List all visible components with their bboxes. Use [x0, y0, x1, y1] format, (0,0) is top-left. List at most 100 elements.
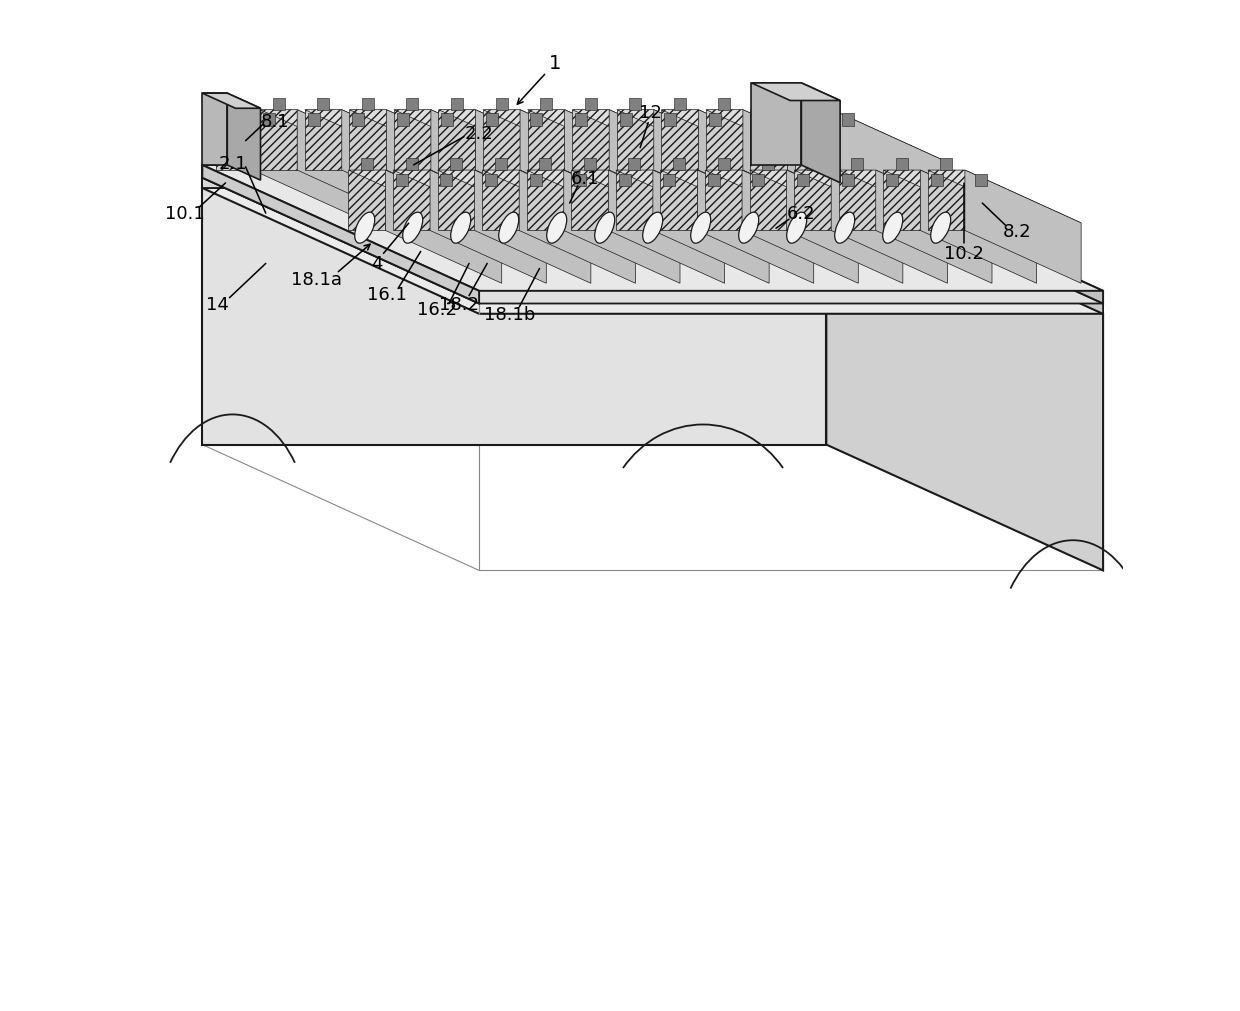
Polygon shape [564, 171, 680, 284]
Polygon shape [529, 175, 542, 187]
Polygon shape [202, 189, 1104, 314]
Polygon shape [832, 110, 949, 223]
Polygon shape [975, 175, 987, 187]
Polygon shape [572, 110, 609, 171]
Ellipse shape [403, 213, 423, 244]
Polygon shape [574, 175, 587, 187]
Polygon shape [520, 110, 636, 223]
Polygon shape [572, 171, 724, 223]
Polygon shape [572, 110, 725, 164]
Polygon shape [202, 166, 826, 179]
Polygon shape [807, 98, 820, 110]
Polygon shape [584, 159, 596, 171]
Polygon shape [202, 189, 826, 445]
Ellipse shape [931, 213, 951, 244]
Polygon shape [895, 159, 908, 171]
Polygon shape [826, 179, 1104, 314]
Ellipse shape [547, 213, 567, 244]
Polygon shape [616, 171, 653, 232]
Ellipse shape [450, 213, 471, 244]
Polygon shape [842, 114, 854, 126]
Polygon shape [440, 175, 453, 187]
Polygon shape [838, 171, 992, 223]
Polygon shape [485, 175, 497, 187]
Polygon shape [673, 159, 684, 171]
Polygon shape [528, 110, 681, 164]
Polygon shape [753, 175, 764, 187]
Polygon shape [202, 166, 479, 304]
Polygon shape [298, 110, 413, 223]
Polygon shape [794, 171, 947, 223]
Polygon shape [450, 159, 463, 171]
Polygon shape [920, 171, 1037, 284]
Polygon shape [629, 159, 640, 171]
Polygon shape [801, 84, 841, 183]
Polygon shape [541, 98, 552, 110]
Text: 16.1: 16.1 [367, 285, 407, 303]
Polygon shape [807, 159, 818, 171]
Polygon shape [202, 94, 227, 166]
Polygon shape [352, 114, 365, 126]
Polygon shape [407, 98, 418, 110]
Polygon shape [350, 110, 502, 164]
Polygon shape [348, 171, 386, 232]
Polygon shape [475, 110, 591, 223]
Ellipse shape [786, 213, 807, 244]
Polygon shape [851, 159, 863, 171]
Polygon shape [227, 94, 260, 181]
Polygon shape [441, 114, 454, 126]
Polygon shape [539, 159, 552, 171]
Polygon shape [361, 159, 373, 171]
Polygon shape [216, 110, 253, 171]
Polygon shape [575, 114, 587, 126]
Ellipse shape [835, 213, 854, 244]
Polygon shape [520, 171, 635, 284]
Text: 18.1a: 18.1a [290, 270, 341, 288]
Polygon shape [430, 171, 547, 284]
Polygon shape [661, 171, 697, 232]
Polygon shape [673, 98, 686, 110]
Polygon shape [350, 110, 387, 171]
Polygon shape [797, 114, 810, 126]
Polygon shape [609, 110, 725, 223]
Polygon shape [342, 110, 458, 223]
Polygon shape [665, 114, 676, 126]
Polygon shape [709, 114, 720, 126]
Ellipse shape [691, 213, 711, 244]
Text: 6.2: 6.2 [787, 205, 816, 222]
Polygon shape [750, 171, 903, 223]
Polygon shape [883, 171, 1037, 223]
Ellipse shape [883, 213, 903, 244]
Text: 1: 1 [548, 54, 560, 73]
Polygon shape [661, 110, 698, 171]
Text: 6.1: 6.1 [570, 170, 599, 188]
Polygon shape [394, 110, 547, 164]
Polygon shape [795, 110, 949, 164]
Polygon shape [763, 159, 774, 171]
Polygon shape [397, 114, 409, 126]
Polygon shape [253, 110, 368, 223]
Polygon shape [438, 171, 475, 232]
Text: 12: 12 [639, 104, 662, 122]
Polygon shape [940, 159, 952, 171]
Polygon shape [743, 110, 859, 223]
Polygon shape [718, 98, 730, 110]
Text: 4: 4 [371, 255, 382, 273]
Polygon shape [305, 110, 342, 171]
Polygon shape [482, 171, 520, 232]
Polygon shape [875, 171, 992, 284]
Polygon shape [718, 159, 729, 171]
Polygon shape [751, 84, 801, 166]
Polygon shape [795, 110, 832, 171]
Polygon shape [763, 98, 775, 110]
Polygon shape [216, 110, 368, 164]
Polygon shape [842, 175, 853, 187]
Text: 10.2: 10.2 [945, 245, 985, 263]
Polygon shape [629, 98, 641, 110]
Polygon shape [439, 110, 475, 171]
Polygon shape [794, 171, 831, 232]
Ellipse shape [595, 213, 615, 244]
Polygon shape [564, 110, 681, 223]
Polygon shape [831, 171, 947, 284]
Polygon shape [887, 175, 898, 187]
